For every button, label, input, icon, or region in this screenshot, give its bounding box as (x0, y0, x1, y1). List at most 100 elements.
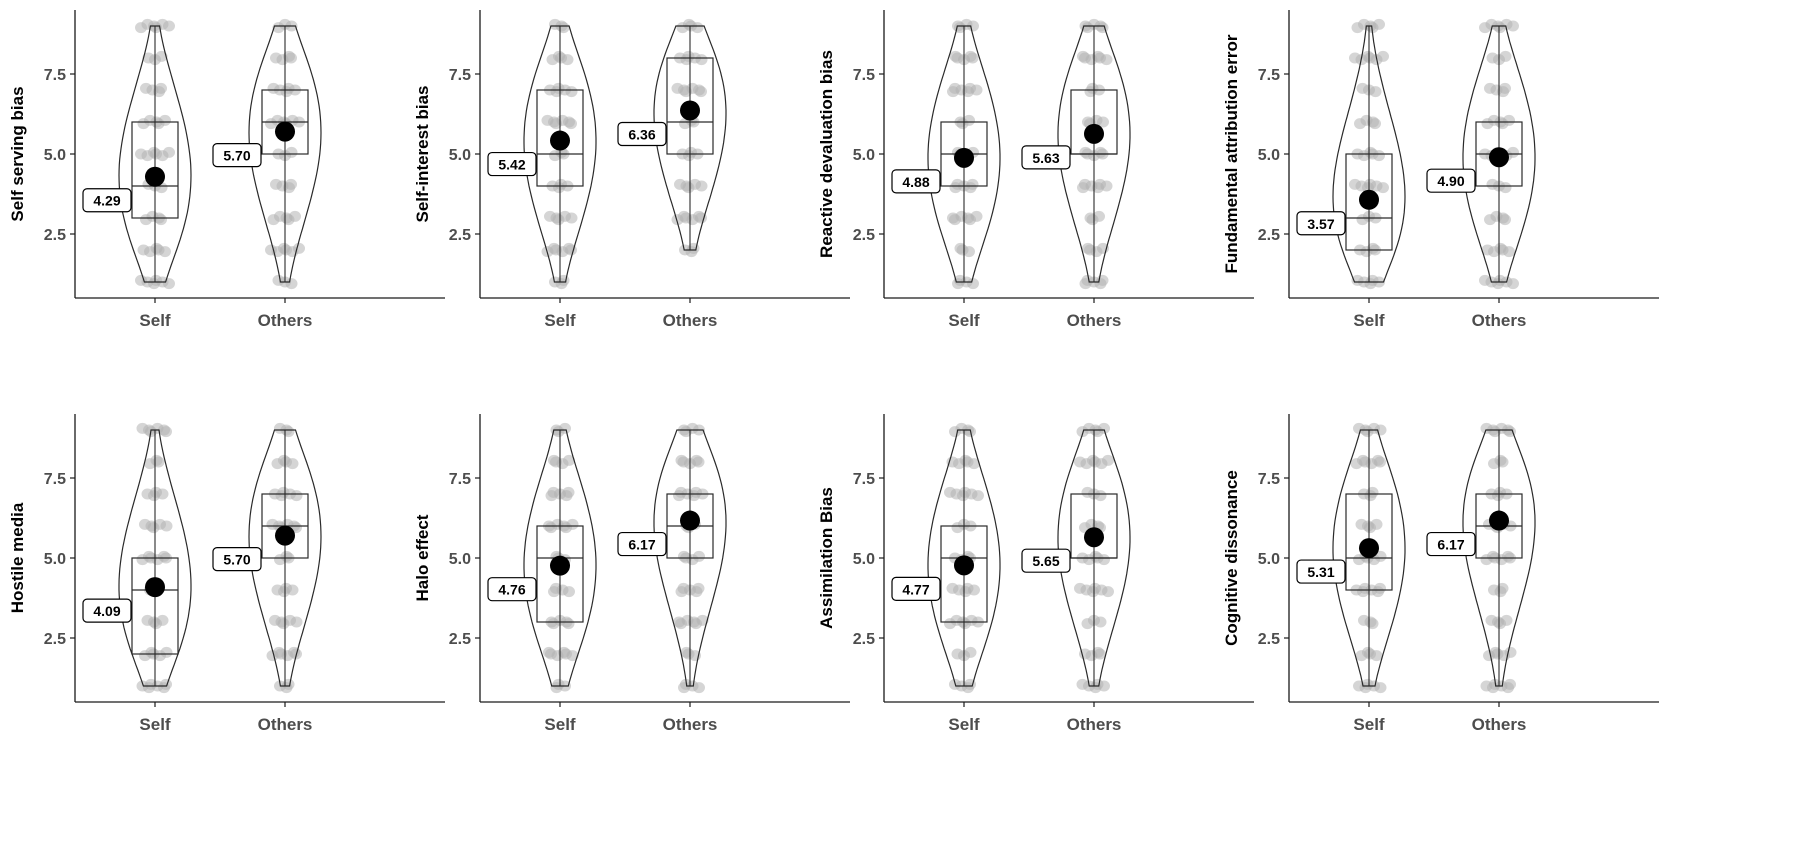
mean-label: 5.70 (223, 148, 250, 164)
data-point (156, 614, 169, 626)
x-tick-label: Self (544, 311, 576, 330)
data-point (695, 86, 707, 98)
data-point (563, 454, 575, 466)
y-tick-label: 5.0 (1258, 551, 1280, 568)
violin-self (1332, 25, 1406, 283)
violin-others (248, 429, 322, 687)
data-point (1102, 454, 1114, 466)
data-point (163, 146, 175, 158)
data-point (967, 20, 979, 32)
data-points-self (944, 422, 984, 694)
x-tick-label: Others (1472, 311, 1527, 330)
mean-label: 4.29 (93, 193, 120, 209)
x-tick-label: Others (258, 311, 313, 330)
x-tick-label: Others (663, 715, 718, 734)
data-point (159, 114, 171, 126)
data-point (285, 52, 297, 64)
data-point (1499, 50, 1512, 62)
mean-label: 4.88 (902, 174, 929, 190)
x-tick-label: Others (663, 311, 718, 330)
y-tick-label: 5.0 (44, 551, 66, 568)
data-point (285, 178, 297, 190)
mean-label: 3.57 (1307, 216, 1334, 232)
data-point (163, 20, 175, 32)
mean-point (1489, 510, 1509, 531)
data-point (290, 490, 303, 502)
y-axis-title: Hostile media (8, 502, 27, 613)
panel-1: Self serving bias 2.5 5.0 7.5 Self 4.29 Others… (8, 10, 445, 330)
mean-point (954, 147, 974, 168)
y-axis-title: Self-interest bias (413, 86, 432, 223)
data-point (1496, 456, 1509, 468)
data-point (964, 646, 977, 658)
data-point (1100, 180, 1113, 192)
violin-others (248, 25, 322, 283)
data-points-others (673, 422, 709, 694)
data-point (963, 246, 975, 258)
mean-label-box (1021, 145, 1071, 170)
y-tick-label: 5.0 (44, 147, 66, 164)
mean-label-box (1426, 168, 1476, 193)
data-point (159, 246, 171, 258)
box-iqr (536, 525, 584, 623)
x-tick-label: Self (544, 715, 576, 734)
data-point (1094, 648, 1106, 660)
data-point (1374, 424, 1387, 436)
data-point (282, 678, 295, 690)
mean-label: 5.70 (223, 552, 250, 568)
data-point (691, 22, 704, 34)
data-point (970, 210, 983, 222)
y-tick-label: 7.5 (449, 67, 471, 84)
data-point (563, 586, 575, 598)
mean-label: 4.76 (498, 582, 525, 598)
data-point (561, 54, 574, 66)
data-point (289, 210, 301, 222)
data-point (963, 114, 975, 126)
data-point (1098, 554, 1110, 566)
data-point (964, 426, 976, 438)
data-point (1377, 182, 1389, 194)
x-tick-label: Others (1472, 715, 1527, 734)
data-point (1499, 214, 1511, 226)
violin-others (653, 25, 727, 251)
mean-point (954, 555, 974, 576)
data-point (687, 242, 700, 254)
data-point (693, 550, 705, 562)
data-point (1370, 650, 1383, 662)
y-tick-label: 7.5 (1258, 471, 1280, 488)
data-point (1504, 678, 1516, 690)
data-point (1366, 618, 1379, 630)
violin-self (523, 429, 597, 687)
y-axis-title: Cognitive dissonance (1222, 470, 1241, 646)
mean-point (1359, 538, 1379, 559)
data-point (163, 278, 175, 290)
violin-others (1462, 25, 1536, 283)
x-tick-label: Self (1353, 715, 1385, 734)
mean-point (1084, 123, 1104, 144)
violin-self (523, 25, 597, 283)
mean-label-box (1426, 531, 1476, 557)
violin-self (927, 429, 1001, 687)
box-iqr (131, 557, 179, 655)
data-point (566, 518, 579, 530)
data-point (1507, 20, 1519, 32)
data-point (968, 458, 980, 470)
violin-self (927, 25, 1001, 283)
data-point (1096, 22, 1109, 34)
panel-3: Reactive devaluation bias 2.5 5.0 7.5 Self 4.… (817, 10, 1254, 330)
data-point (1374, 456, 1386, 468)
data-point (566, 650, 579, 662)
data-point (160, 520, 173, 532)
data-point (565, 244, 577, 256)
data-point (1097, 116, 1109, 128)
data-point (695, 180, 708, 192)
x-tick-label: Self (948, 311, 980, 330)
data-point (565, 118, 577, 130)
data-point (1098, 422, 1110, 434)
y-tick-label: 7.5 (449, 471, 471, 488)
mean-label: 6.17 (628, 537, 655, 553)
violin-others (1462, 429, 1536, 687)
violin-others (653, 429, 727, 687)
x-tick-label: Self (139, 311, 171, 330)
mean-label: 5.42 (498, 157, 525, 173)
